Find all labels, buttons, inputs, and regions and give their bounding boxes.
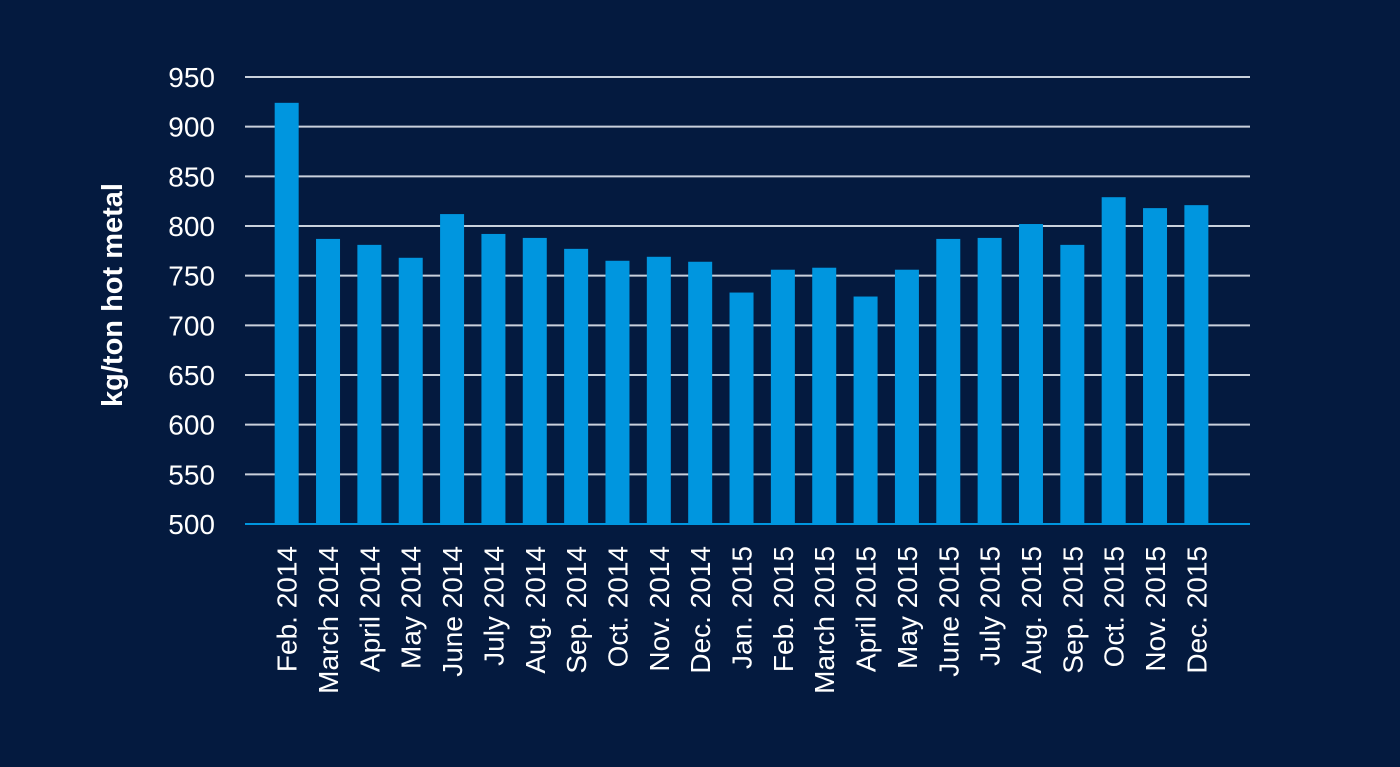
bar xyxy=(770,269,795,524)
x-tick-label: Nov. 2015 xyxy=(1140,546,1171,672)
bar xyxy=(688,261,713,524)
x-tick-label: July 2014 xyxy=(478,546,509,666)
y-tick-label: 750 xyxy=(168,261,215,292)
x-tick-label: May 2014 xyxy=(396,546,427,669)
bar xyxy=(729,292,754,524)
x-tick-label: Oct. 2014 xyxy=(602,546,633,667)
x-tick-label: April 2014 xyxy=(354,546,385,672)
x-tick-label: May 2015 xyxy=(892,546,923,669)
y-axis-ticks: 500 550 600 650 700 750 800 850 900 950 xyxy=(168,62,215,540)
y-tick-label: 650 xyxy=(168,360,215,391)
bar xyxy=(936,238,961,524)
x-tick-label: Oct. 2015 xyxy=(1099,546,1130,667)
bar xyxy=(977,237,1002,525)
x-tick-label: July 2015 xyxy=(975,546,1006,666)
y-tick-label: 700 xyxy=(168,310,215,341)
bars xyxy=(274,102,1209,525)
bar xyxy=(1101,197,1126,524)
x-tick-label: Aug. 2015 xyxy=(1016,546,1047,674)
x-tick-label: Aug. 2014 xyxy=(520,546,551,674)
bar xyxy=(398,257,423,524)
y-tick-label: 800 xyxy=(168,211,215,242)
x-tick-label: June 2014 xyxy=(437,546,468,677)
x-tick-label: Feb. 2015 xyxy=(768,546,799,672)
bar xyxy=(357,244,382,524)
x-tick-label: Jan. 2015 xyxy=(727,546,758,669)
bar xyxy=(853,296,878,524)
y-axis-label: kg/ton hot metal xyxy=(97,183,129,407)
bar xyxy=(1184,205,1209,524)
x-tick-label: Dec. 2015 xyxy=(1181,546,1212,674)
bar xyxy=(1143,208,1168,524)
y-tick-label: 850 xyxy=(168,161,215,192)
y-tick-label: 950 xyxy=(168,62,215,93)
y-tick-label: 550 xyxy=(168,459,215,490)
bar xyxy=(440,214,465,524)
y-tick-label: 900 xyxy=(168,112,215,143)
x-axis-ticks: Feb. 2014 March 2014 April 2014 May 2014 Jun… xyxy=(272,546,1213,694)
bar xyxy=(481,233,506,525)
x-tick-label: Sep. 2015 xyxy=(1057,546,1088,674)
bar xyxy=(522,237,547,525)
x-tick-label: Nov. 2014 xyxy=(644,546,675,672)
x-tick-label: Dec. 2014 xyxy=(685,546,716,674)
y-tick-label: 600 xyxy=(168,410,215,441)
x-tick-label: April 2015 xyxy=(851,546,882,672)
bar xyxy=(274,102,299,525)
bar xyxy=(564,248,589,524)
bar xyxy=(646,256,671,524)
x-tick-label: June 2015 xyxy=(933,546,964,677)
y-tick-label: 500 xyxy=(168,509,215,540)
x-tick-label: Sep. 2014 xyxy=(561,546,592,674)
x-tick-label: March 2015 xyxy=(809,546,840,694)
bar xyxy=(316,238,341,524)
x-tick-label: March 2014 xyxy=(313,546,344,694)
x-tick-label: Feb. 2014 xyxy=(272,546,303,672)
bar xyxy=(894,269,919,524)
bar xyxy=(812,267,837,524)
bar xyxy=(605,260,630,524)
bar xyxy=(1060,244,1085,524)
bar xyxy=(1018,224,1043,524)
